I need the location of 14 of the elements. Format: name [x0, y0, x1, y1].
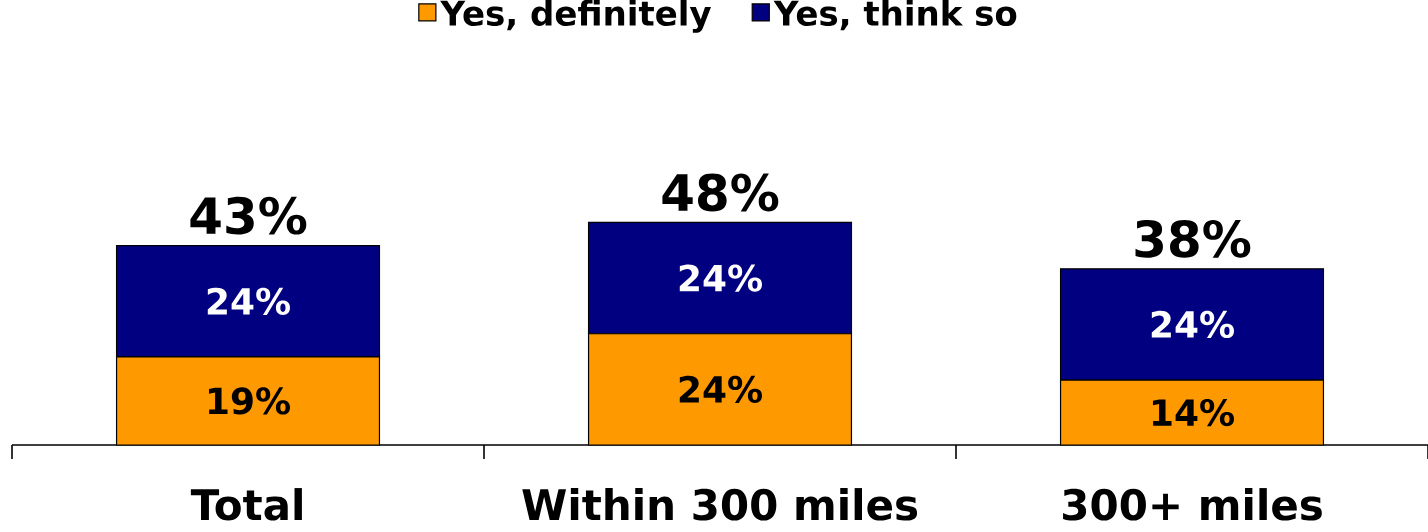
data-label: 24% [679, 264, 762, 292]
data-label: 24% [207, 287, 290, 315]
data-label: 19% [208, 387, 290, 415]
total-label: 38% [1135, 219, 1251, 258]
data-label: 24% [1151, 310, 1234, 339]
total-label: 48% [662, 173, 779, 212]
data-label: 24% [679, 375, 762, 403]
x-tick-label: Within 300 miles [522, 488, 918, 521]
x-tick-label: 300+ miles [1063, 488, 1322, 521]
data-label: 14% [1152, 398, 1234, 427]
legend-label: Yes, think so [773, 0, 1017, 31]
legend-label: Yes, definitely [440, 0, 711, 33]
total-label: 43% [190, 196, 307, 235]
x-tick-label: Total [190, 488, 302, 521]
